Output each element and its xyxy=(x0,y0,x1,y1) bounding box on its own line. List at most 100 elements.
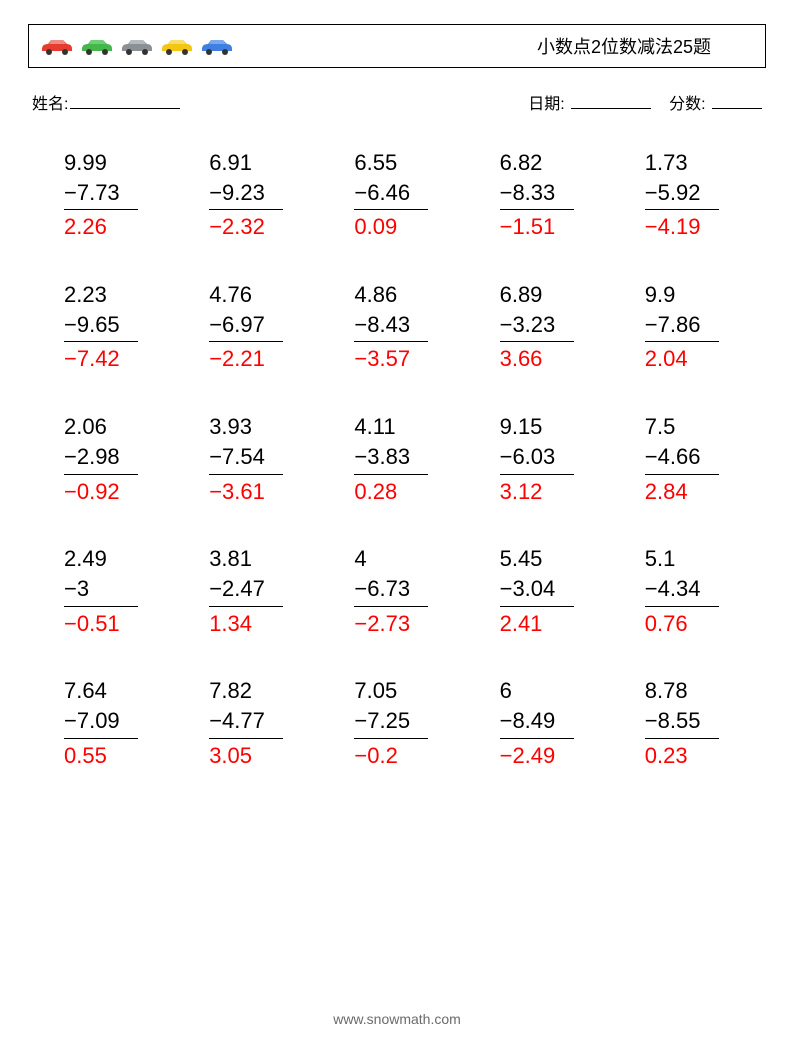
header-box: 小数点2位数减法25题 xyxy=(28,24,766,68)
minuend: 2.06 xyxy=(64,412,138,442)
footer-url: www.snowmath.com xyxy=(0,1011,794,1027)
answer: −3.61 xyxy=(209,475,283,507)
minuend: 6.55 xyxy=(354,148,428,178)
meta-row: 姓名: 日期: 分数: xyxy=(28,90,766,114)
car-icons xyxy=(39,36,235,56)
minuend: 5.45 xyxy=(500,544,574,574)
minuend: 6 xyxy=(500,676,574,706)
answer: 0.23 xyxy=(645,739,719,771)
score-blank xyxy=(712,93,762,109)
answer: −0.92 xyxy=(64,475,138,507)
minuend: 8.78 xyxy=(645,676,719,706)
answer: −3.57 xyxy=(354,342,428,374)
problem: 5.45−3.042.41 xyxy=(482,544,603,638)
subtrahend: −2.47 xyxy=(209,574,283,607)
problem: 1.73−5.92−4.19 xyxy=(627,148,748,242)
minuend: 4.86 xyxy=(354,280,428,310)
answer: 3.66 xyxy=(500,342,574,374)
problem: 9.15−6.033.12 xyxy=(482,412,603,506)
subtrahend: −4.66 xyxy=(645,442,719,475)
problem: 4.86−8.43−3.57 xyxy=(336,280,457,374)
date-field: 日期: xyxy=(528,90,651,114)
problem: 9.99−7.732.26 xyxy=(46,148,167,242)
problem: 6−8.49−2.49 xyxy=(482,676,603,770)
answer: 0.28 xyxy=(354,475,428,507)
problem: 6.91−9.23−2.32 xyxy=(191,148,312,242)
name-blank xyxy=(70,93,180,109)
problem: 9.9−7.862.04 xyxy=(627,280,748,374)
minuend: 2.49 xyxy=(64,544,138,574)
answer: 0.76 xyxy=(645,607,719,639)
problem: 7.5−4.662.84 xyxy=(627,412,748,506)
subtrahend: −3.23 xyxy=(500,310,574,343)
problem: 8.78−8.550.23 xyxy=(627,676,748,770)
problem: 3.81−2.471.34 xyxy=(191,544,312,638)
problem: 7.82−4.773.05 xyxy=(191,676,312,770)
car-icon xyxy=(79,36,115,56)
subtrahend: −7.09 xyxy=(64,706,138,739)
minuend: 4 xyxy=(354,544,428,574)
name-field: 姓名: xyxy=(32,90,180,114)
subtrahend: −9.65 xyxy=(64,310,138,343)
car-icon xyxy=(159,36,195,56)
subtrahend: −8.33 xyxy=(500,178,574,211)
minuend: 6.91 xyxy=(209,148,283,178)
meta-right: 日期: 分数: xyxy=(528,90,762,114)
answer: −2.32 xyxy=(209,210,283,242)
subtrahend: −6.97 xyxy=(209,310,283,343)
answer: −1.51 xyxy=(500,210,574,242)
subtrahend: −8.49 xyxy=(500,706,574,739)
car-icon xyxy=(199,36,235,56)
answer: 2.26 xyxy=(64,210,138,242)
minuend: 7.05 xyxy=(354,676,428,706)
answer: 0.55 xyxy=(64,739,138,771)
score-field: 分数: xyxy=(669,90,762,114)
answer: 1.34 xyxy=(209,607,283,639)
subtrahend: −3.04 xyxy=(500,574,574,607)
minuend: 4.11 xyxy=(354,412,428,442)
problem: 6.89−3.233.66 xyxy=(482,280,603,374)
subtrahend: −3 xyxy=(64,574,138,607)
subtrahend: −7.86 xyxy=(645,310,719,343)
subtrahend: −7.25 xyxy=(354,706,428,739)
subtrahend: −8.55 xyxy=(645,706,719,739)
problem: 3.93−7.54−3.61 xyxy=(191,412,312,506)
problem: 4.76−6.97−2.21 xyxy=(191,280,312,374)
subtrahend: −6.03 xyxy=(500,442,574,475)
score-label: 分数: xyxy=(669,96,705,113)
subtrahend: −4.77 xyxy=(209,706,283,739)
minuend: 3.93 xyxy=(209,412,283,442)
answer: −2.73 xyxy=(354,607,428,639)
problem: 5.1−4.340.76 xyxy=(627,544,748,638)
minuend: 9.99 xyxy=(64,148,138,178)
problem: 4.11−3.830.28 xyxy=(336,412,457,506)
minuend: 3.81 xyxy=(209,544,283,574)
worksheet-title: 小数点2位数减法25题 xyxy=(537,33,711,59)
date-blank xyxy=(571,93,651,109)
minuend: 4.76 xyxy=(209,280,283,310)
problem: 2.06−2.98−0.92 xyxy=(46,412,167,506)
problem: 7.05−7.25−0.2 xyxy=(336,676,457,770)
minuend: 7.82 xyxy=(209,676,283,706)
problem: 7.64−7.090.55 xyxy=(46,676,167,770)
car-icon xyxy=(39,36,75,56)
answer: −7.42 xyxy=(64,342,138,374)
car-icon xyxy=(119,36,155,56)
minuend: 2.23 xyxy=(64,280,138,310)
minuend: 1.73 xyxy=(645,148,719,178)
answer: −2.21 xyxy=(209,342,283,374)
subtrahend: −4.34 xyxy=(645,574,719,607)
minuend: 7.5 xyxy=(645,412,719,442)
minuend: 6.82 xyxy=(500,148,574,178)
subtrahend: −7.73 xyxy=(64,178,138,211)
answer: 0.09 xyxy=(354,210,428,242)
answer: 2.04 xyxy=(645,342,719,374)
problems-grid: 9.99−7.732.266.91−9.23−2.326.55−6.460.09… xyxy=(28,148,766,770)
problem: 2.23−9.65−7.42 xyxy=(46,280,167,374)
problem: 6.82−8.33−1.51 xyxy=(482,148,603,242)
answer: 3.12 xyxy=(500,475,574,507)
subtrahend: −2.98 xyxy=(64,442,138,475)
name-label: 姓名: xyxy=(32,90,68,114)
worksheet-page: 小数点2位数减法25题 姓名: 日期: 分数: 9.99−7.732.26 6.9… xyxy=(0,0,794,770)
subtrahend: −5.92 xyxy=(645,178,719,211)
